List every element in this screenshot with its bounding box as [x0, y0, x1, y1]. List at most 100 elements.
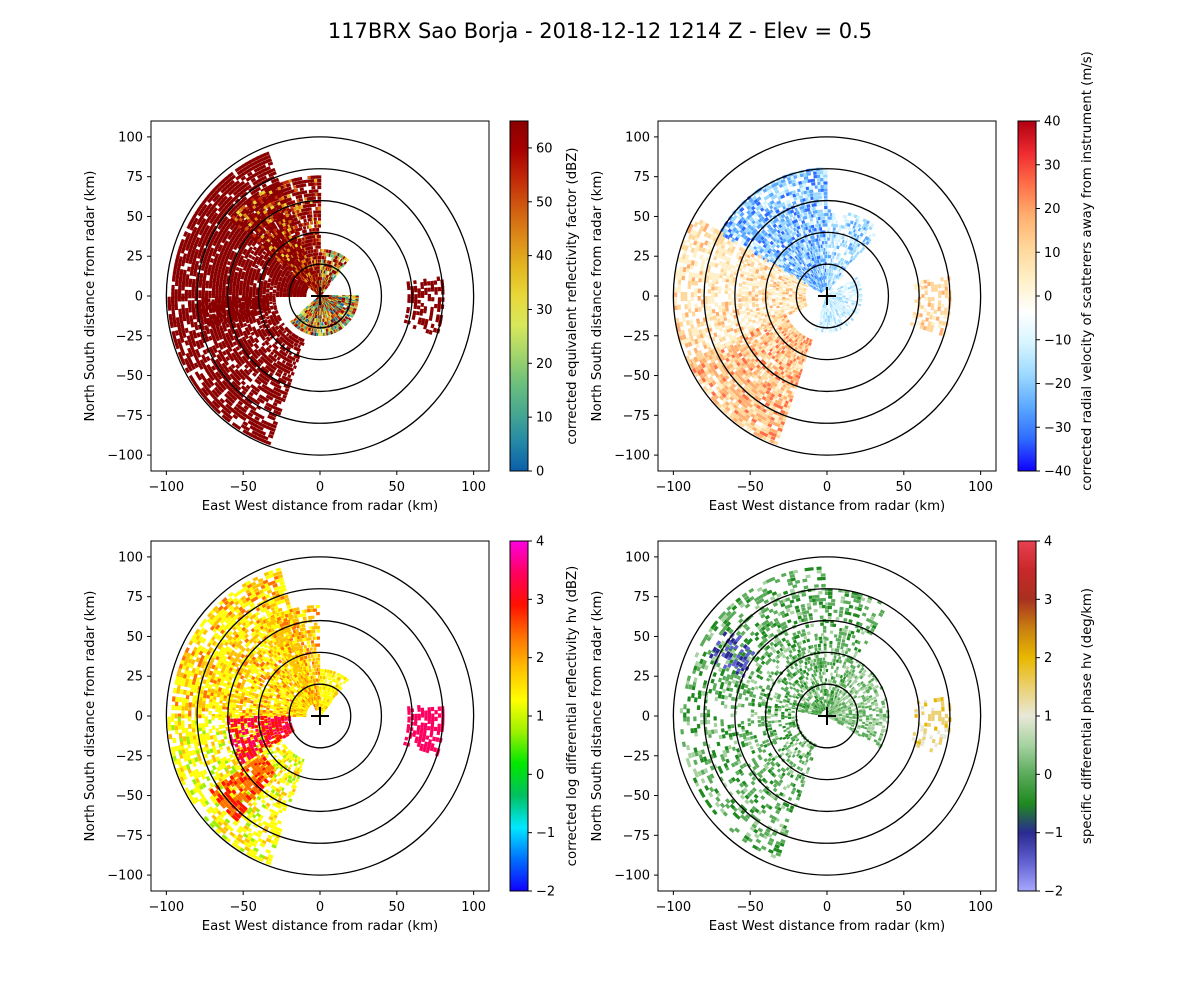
echo-gate	[282, 394, 287, 399]
echo-gate	[271, 237, 277, 243]
echo-gate	[249, 230, 255, 236]
echo-gate	[279, 227, 285, 233]
echo-gate	[269, 258, 274, 263]
echo-gate	[431, 297, 435, 302]
echo-gate	[224, 240, 229, 246]
echo-gate	[209, 328, 214, 334]
echo-gate	[295, 358, 300, 363]
echo-gate	[301, 183, 307, 188]
echo-gate	[272, 302, 277, 306]
echo-gate	[251, 326, 256, 331]
echo-gate	[280, 322, 285, 327]
echo-gate	[239, 255, 245, 260]
echo-gate	[286, 194, 291, 199]
echo-gate	[240, 175, 247, 182]
radar-panels: −100 −50 0 50 1001007550250−25−50−75−100East…	[83, 51, 1095, 934]
echo-gate	[177, 296, 181, 302]
echo-gate	[299, 226, 303, 231]
echo-gate	[407, 299, 411, 303]
echo-gate	[260, 335, 265, 340]
echo-gate	[285, 254, 290, 259]
echo-gate	[184, 358, 190, 365]
echo-gate	[206, 377, 213, 384]
echo-gate	[286, 354, 291, 359]
echo-gate	[211, 307, 215, 312]
echo-gate	[249, 355, 255, 360]
echo-gate	[174, 259, 179, 266]
echo-gate	[208, 290, 212, 295]
echo-gate	[276, 291, 280, 294]
echo-gate	[271, 188, 277, 194]
echo-gate	[183, 231, 189, 237]
echo-gate	[293, 346, 297, 351]
echo-gate	[249, 259, 254, 265]
echo-gate	[243, 404, 250, 411]
echo-gate	[254, 297, 258, 300]
echo-gate	[287, 197, 292, 202]
echo-gate	[285, 213, 290, 218]
x-tick-label: −100	[149, 480, 185, 495]
echo-gate	[274, 345, 279, 351]
echo-gate	[262, 237, 268, 242]
echo-gate	[316, 248, 319, 253]
echo-gate	[239, 280, 244, 285]
colorbar-tick-label: 50	[536, 195, 553, 210]
echo-gate	[280, 336, 285, 342]
echo-gate	[260, 244, 266, 249]
echo-gate	[205, 290, 209, 295]
echo-gate	[287, 330, 292, 335]
echo-gate	[254, 191, 261, 197]
x-tick-label: 0	[316, 480, 324, 495]
echo-gate	[289, 295, 293, 297]
echo-gate	[249, 425, 256, 431]
echo-gate	[299, 187, 305, 192]
echo-gate	[247, 412, 254, 418]
echo-gate	[226, 390, 233, 397]
echo-gate	[304, 250, 308, 255]
echo-gate	[256, 397, 263, 403]
echo-gate	[297, 344, 301, 349]
echo-gate	[417, 294, 421, 298]
echo-gate	[192, 226, 198, 233]
echo-gate	[184, 327, 189, 334]
echo-gate	[266, 251, 271, 256]
echo-gate	[218, 244, 224, 250]
echo-gate	[171, 305, 175, 311]
echo-gate	[277, 328, 282, 333]
echo-gate	[285, 337, 290, 342]
echo-gate	[240, 423, 247, 430]
echo-gate	[421, 294, 425, 298]
echo-gate	[269, 264, 274, 269]
echo-gate	[189, 318, 194, 324]
echo-gate	[260, 328, 265, 333]
echo-gate	[241, 355, 247, 361]
echo-gate	[200, 301, 205, 307]
echo-gate	[274, 235, 280, 240]
echo-gate	[260, 419, 267, 425]
echo-gate	[271, 171, 277, 176]
echo-gate	[288, 265, 293, 270]
echo-gate	[237, 297, 241, 301]
echo-gate	[172, 317, 177, 324]
echo-gate	[265, 266, 270, 270]
echo-gate	[248, 391, 254, 397]
y-tick-label: −50	[116, 369, 143, 384]
echo-gate	[253, 268, 258, 273]
echo-gate	[261, 329, 266, 335]
echo-gate	[179, 320, 184, 327]
echo-gate	[290, 336, 294, 341]
echo-gate	[271, 310, 276, 315]
echo-gate	[172, 335, 177, 341]
echo-gate	[257, 196, 263, 201]
echo-gate	[266, 262, 271, 267]
echo-gate	[269, 235, 275, 240]
echo-gate	[208, 264, 213, 270]
echo-gate	[293, 188, 299, 193]
echo-gate	[248, 246, 254, 251]
echo-gate	[300, 281, 304, 285]
echo-gate	[279, 269, 284, 273]
echo-gate	[265, 293, 270, 296]
echo-gate	[274, 325, 279, 330]
echo-gate	[244, 305, 249, 310]
echo-gate	[261, 336, 267, 341]
